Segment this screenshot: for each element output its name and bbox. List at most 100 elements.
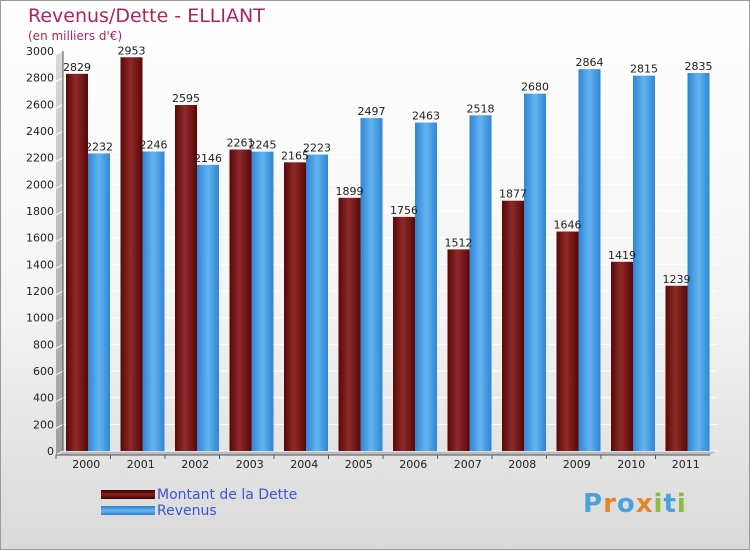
logo-letter: i xyxy=(676,489,687,519)
legend-swatch-revenue xyxy=(101,506,155,515)
y-tick-label: 800 xyxy=(33,338,54,351)
x-tick-label: 2009 xyxy=(563,458,591,471)
chart-title: Revenus/Dette - ELLIANT xyxy=(28,5,265,27)
y-tick-label: 1000 xyxy=(26,312,54,325)
y-tick-label: 400 xyxy=(33,392,54,405)
data-label-debt: 2829 xyxy=(63,61,91,74)
bar-debt xyxy=(66,73,88,452)
gridline-wall xyxy=(55,397,64,403)
bar-revenue xyxy=(197,164,219,451)
legend-swatch-debt xyxy=(101,490,155,499)
gridline-wall xyxy=(55,77,64,83)
y-tick-label: 2400 xyxy=(26,125,54,138)
data-label-revenue: 2815 xyxy=(630,63,658,76)
bar-debt xyxy=(229,149,252,452)
data-label-debt: 1756 xyxy=(390,204,418,217)
x-tick-label: 2002 xyxy=(181,458,209,471)
gridline-wall xyxy=(55,370,64,376)
logo-letter: t xyxy=(663,489,677,519)
data-label-revenue: 2245 xyxy=(249,139,277,152)
gridline-wall xyxy=(55,210,64,216)
gridline-wall xyxy=(55,450,64,456)
bar-revenue xyxy=(306,154,328,451)
gridline-wall xyxy=(55,130,64,136)
logo-letter: P xyxy=(583,489,604,519)
data-label-revenue: 2835 xyxy=(685,60,713,73)
left-wall xyxy=(56,51,63,455)
y-tick-label: 3000 xyxy=(26,45,54,58)
x-tick-label: 2001 xyxy=(127,458,155,471)
data-label-revenue: 2146 xyxy=(194,152,222,165)
bar-revenue xyxy=(524,93,546,452)
gridline-wall xyxy=(55,343,64,349)
gridline-wall xyxy=(55,50,64,56)
data-label-debt: 1877 xyxy=(499,188,527,201)
y-tick-label: 2200 xyxy=(26,152,54,165)
gridline-wall xyxy=(55,290,64,296)
y-tick-label: 2600 xyxy=(26,98,54,111)
y-tick-label: 600 xyxy=(33,365,54,378)
bar-debt xyxy=(556,231,579,451)
bar-debt xyxy=(393,216,415,451)
x-tick-label: 2004 xyxy=(290,458,318,471)
bar-revenue xyxy=(415,122,437,451)
y-tick-label: 2000 xyxy=(26,178,54,191)
bar-debt xyxy=(338,197,361,451)
data-label-debt: 1646 xyxy=(554,219,582,232)
x-tick-label: 2011 xyxy=(672,458,700,471)
bar-revenue xyxy=(88,153,110,451)
x-tick-label: 2010 xyxy=(617,458,645,471)
logo-letter: o xyxy=(616,489,636,519)
data-label-debt: 2165 xyxy=(281,149,309,162)
data-label-revenue: 2864 xyxy=(576,56,604,69)
data-label-debt: 1239 xyxy=(663,273,691,286)
bar-revenue xyxy=(360,118,383,452)
bar-debt xyxy=(665,285,688,451)
gridline-wall xyxy=(55,263,64,269)
data-label-debt: 1512 xyxy=(445,236,473,249)
bar-debt xyxy=(175,105,197,451)
y-tick-label: 2800 xyxy=(26,72,54,85)
bar-revenue xyxy=(251,151,274,451)
y-tick-label: 1200 xyxy=(26,285,54,298)
x-tick-label: 2005 xyxy=(345,458,373,471)
x-tick-label: 2003 xyxy=(236,458,264,471)
data-label-revenue: 2463 xyxy=(412,110,440,123)
bar-debt xyxy=(284,162,306,452)
gridline-wall xyxy=(55,237,64,243)
data-label-debt: 2953 xyxy=(118,44,146,57)
proxiti-logo: Proxiti xyxy=(583,489,687,519)
chart-floor xyxy=(56,451,717,455)
bar-debt xyxy=(502,200,524,451)
gridline-wall xyxy=(55,103,64,109)
x-tick-label: 2008 xyxy=(508,458,536,471)
legend-label-revenue: Revenus xyxy=(157,503,217,519)
gridline-wall xyxy=(55,183,64,189)
y-tick-label: 200 xyxy=(33,418,54,431)
logo-letter: x xyxy=(635,489,654,519)
bar-debt xyxy=(447,249,470,451)
y-tick-label: 1800 xyxy=(26,205,54,218)
bar-revenue xyxy=(142,151,165,452)
data-label-revenue: 2246 xyxy=(140,139,168,152)
gridline-wall xyxy=(55,157,64,163)
gridline-wall xyxy=(55,317,64,323)
bar-debt xyxy=(120,57,143,452)
gridline-wall xyxy=(55,423,64,429)
y-tick-label: 0 xyxy=(47,445,54,458)
chart-subtitle: (en milliers d'€) xyxy=(28,29,123,43)
data-label-revenue: 2518 xyxy=(467,102,495,115)
x-tick-label: 2000 xyxy=(72,458,100,471)
bar-revenue xyxy=(633,75,655,452)
bar-revenue xyxy=(578,69,601,451)
x-tick-label: 2007 xyxy=(454,458,482,471)
data-label-revenue: 2223 xyxy=(303,142,331,155)
logo-letter: r xyxy=(603,489,617,519)
y-tick-label: 1400 xyxy=(26,258,54,271)
bar-revenue xyxy=(469,115,492,452)
bar-debt xyxy=(611,261,633,451)
x-tick-label: 2006 xyxy=(399,458,427,471)
logo-letter: i xyxy=(653,489,664,519)
data-label-debt: 2595 xyxy=(172,92,200,105)
